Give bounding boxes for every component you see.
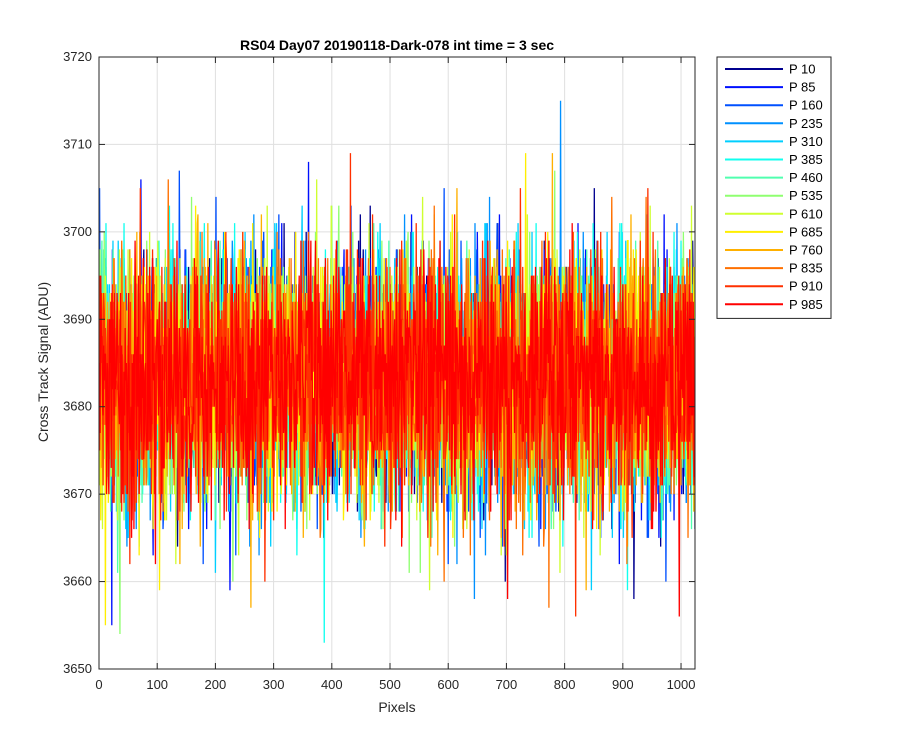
legend-entry-label: P 985 — [789, 297, 823, 312]
y-tick-label: 3710 — [63, 136, 92, 151]
legend-entry-label: P 85 — [789, 80, 816, 95]
y-tick-label: 3660 — [63, 574, 92, 589]
legend-entry-label: P 160 — [789, 98, 823, 113]
x-axis-label: Pixels — [378, 699, 415, 715]
legend: P 10 P 85 P 160 P 235 P 310 P 385 P 460 P 535 P … — [716, 56, 832, 319]
chart-title: RS04 Day07 20190118-Dark-078 int time = … — [240, 37, 554, 53]
x-tick-label: 0 — [95, 677, 102, 692]
axes-box — [98, 56, 696, 670]
legend-entry-label: P 910 — [789, 279, 823, 294]
series-group — [99, 100, 695, 643]
legend-entry-label: P 760 — [789, 243, 823, 258]
x-tick-label: 100 — [146, 677, 168, 692]
x-tick-label: 200 — [205, 677, 227, 692]
legend-box — [716, 56, 832, 319]
legend-entry-label: P 460 — [789, 170, 823, 185]
legend-entry-label: P 235 — [789, 116, 823, 131]
x-tick-label: 1000 — [667, 677, 696, 692]
y-tick-label: 3670 — [63, 486, 92, 501]
plot-area: 0 100 200 300 400 500 600 700 800 900 1000 3650 3660… — [63, 49, 696, 692]
x-tick-label: 900 — [612, 677, 634, 692]
legend-entry-label: P 10 — [789, 62, 816, 77]
y-tick-label: 3690 — [63, 311, 92, 326]
x-tick-label: 700 — [496, 677, 518, 692]
legend-entry-label: P 610 — [789, 206, 823, 221]
x-tick-label: 300 — [263, 677, 285, 692]
y-tick-label: 3720 — [63, 49, 92, 64]
legend-entry-label: P 385 — [789, 152, 823, 167]
y-axis-label: Cross Track Signal (ADU) — [35, 282, 51, 442]
legend-entry-label: P 835 — [789, 261, 823, 276]
x-tick-label: 600 — [437, 677, 459, 692]
x-tick-label: 800 — [554, 677, 576, 692]
y-tick-label: 3680 — [63, 399, 92, 414]
x-tick-label: 500 — [379, 677, 401, 692]
series-line-p985 — [99, 223, 695, 617]
y-tick-label: 3650 — [63, 661, 92, 676]
y-tick-label: 3700 — [63, 224, 92, 239]
legend-entry-label: P 310 — [789, 134, 823, 149]
legend-entry-label: P 535 — [789, 188, 823, 203]
x-tick-label: 400 — [321, 677, 343, 692]
legend-entry-label: P 685 — [789, 224, 823, 239]
